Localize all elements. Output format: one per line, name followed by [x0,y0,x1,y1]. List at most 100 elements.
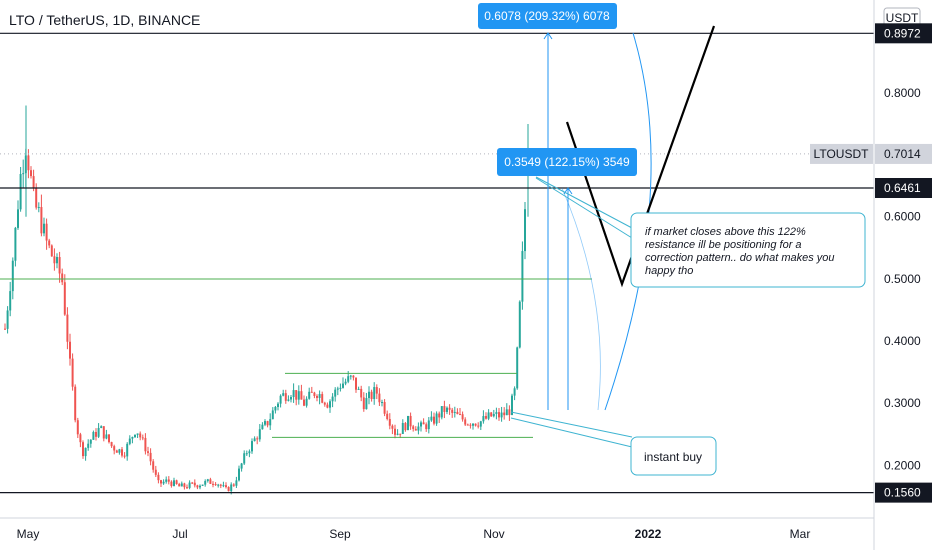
candle-body-65 [173,480,175,486]
chart-title: LTO / TetherUS, 1D, BINANCE [9,12,200,28]
candle-body-91 [240,463,243,469]
candle-body-22 [61,273,64,283]
currency-label: USDT [886,11,919,25]
candle-body-187 [490,412,493,417]
candle-body-117 [308,391,311,399]
candle-body-164 [430,416,433,421]
candle-body-66 [175,480,178,484]
candle-body-183 [479,421,482,427]
candle-body-129 [339,387,342,389]
time-axis[interactable]: May Jul Sep Nov 2022 Mar [17,527,811,541]
mid-resistance-value: 0.6461 [884,181,921,195]
candle-body-180 [472,423,474,426]
y-tick-2: 0.5000 [884,272,921,286]
ruler-label-122[interactable]: 0.3549 (122.15%) 3549 [497,148,637,176]
candle-body-188 [492,413,495,417]
candle-body-38 [102,426,105,439]
candle-body-10 [30,170,32,177]
candle-body-101 [266,421,269,426]
candle-body-90 [238,468,240,481]
candle-body-197 [516,347,519,389]
candle-body-73 [193,482,196,486]
candle-body-196 [513,388,516,396]
candle-body-24 [66,314,69,342]
candle-body-71 [188,482,191,488]
candle-body-47 [126,443,129,457]
callout-instant-buy[interactable]: instant buy [510,411,717,476]
y-tick-4: 0.3000 [884,396,921,410]
candle-body-105 [277,403,279,407]
candle-body-155 [407,415,409,431]
candle-body-172 [451,409,454,413]
candle-body-199 [521,251,524,302]
candle-body-127 [334,389,337,397]
candle-body-170 [446,407,448,412]
candle-body-53 [141,437,144,439]
callout-instant-buy-text: instant buy [644,450,702,464]
candle-body-128 [336,388,339,390]
candle-body-108 [284,393,287,401]
mid-resistance-badge [875,178,932,198]
candle-body-166 [435,413,438,424]
candle-body-163 [427,420,430,430]
candle-body-97 [256,438,259,440]
candle-body-44 [118,449,121,453]
candle-body-137 [360,388,363,398]
candle-body-37 [100,426,103,428]
candle-body-131 [344,381,347,384]
candle-body-149 [391,425,394,429]
candle-body-93 [245,453,248,455]
candle-body-18 [50,245,53,257]
current-price-value: 0.7014 [884,147,921,161]
candle-body-56 [149,452,152,462]
candle-body-189 [495,412,498,414]
candle-body-132 [347,376,350,382]
current-price-symbol: LTOUSDT [814,147,870,161]
candle-body-145 [381,402,383,404]
candle-body-152 [399,433,402,435]
candle-body-13 [37,207,40,209]
candle-body-116 [305,398,308,406]
candle-body-198 [518,301,521,348]
price-axis[interactable]: 0.8000 0.6000 0.5000 0.4000 0.3000 0.2000 [884,86,921,472]
candle-body-185 [485,416,487,419]
candle-body-153 [401,423,404,434]
candle-body-23 [63,282,66,315]
candle-body-57 [152,461,155,470]
candle-body-157 [412,426,415,429]
candle-body-156 [409,415,412,427]
candle-body-173 [453,411,456,413]
candle-body-120 [316,395,318,398]
ruler-label-209[interactable]: 0.6078 (209.32%) 6078 [478,3,617,29]
x-tick-2: Sep [329,527,351,541]
candle-body-146 [383,402,386,414]
candle-body-135 [355,377,357,390]
candle-body-143 [375,387,378,394]
candle-body-48 [128,438,131,444]
ruler-arrow-122-head [563,187,573,195]
ruler-arrow-209-head [543,32,553,40]
candle-body-107 [282,393,285,396]
candle-body-64 [170,481,173,486]
x-tick-5: Mar [790,527,811,541]
x-tick-4: 2022 [635,527,662,541]
currency-badge[interactable]: USDT [883,7,921,28]
candle-body-118 [310,391,313,393]
candle-body-175 [459,414,461,416]
horizontal-levels [0,32,874,494]
candlestick-series [4,105,529,495]
candle-body-165 [433,416,435,424]
candle-body-177 [464,419,467,425]
candle-body-62 [165,479,168,482]
current-price-symbol-badge [810,143,873,164]
candle-body-138 [362,397,365,410]
candle-body-112 [295,390,298,400]
candle-body-174 [456,411,459,415]
candle-body-2 [9,291,12,311]
top-resistance-value: 0.8972 [884,26,921,40]
candle-body-89 [235,480,238,486]
callout-correction[interactable]: if market closes above this 122% resista… [535,176,866,288]
candle-body-191 [500,412,503,418]
candle-body-181 [474,423,477,426]
